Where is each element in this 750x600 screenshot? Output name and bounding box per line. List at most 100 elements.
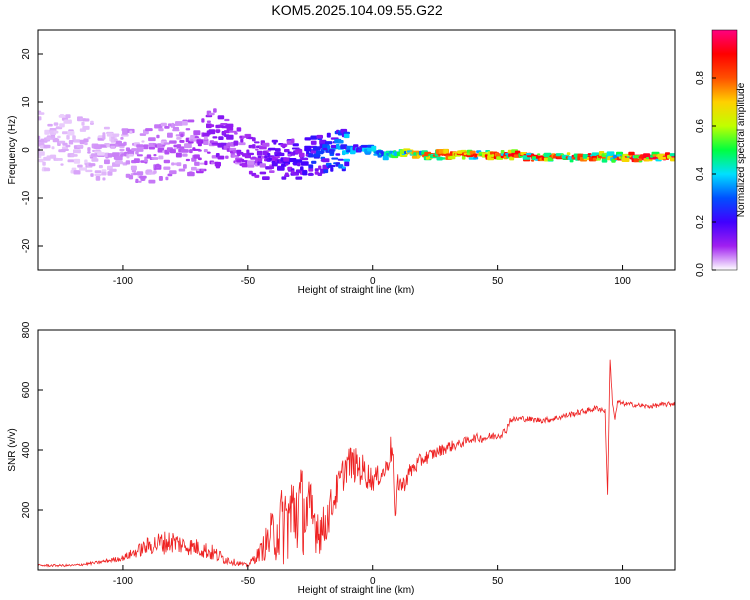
- spectrogram-cell: [300, 166, 304, 171]
- spectrogram-cell: [247, 160, 255, 165]
- spectrogram-cell: [295, 159, 303, 163]
- spectrogram-cell: [217, 155, 225, 160]
- spectrogram-cell: [182, 153, 188, 157]
- spectrogram-cell: [73, 170, 81, 175]
- spectrogram-cell: [185, 158, 190, 162]
- spectrogram-cell: [226, 134, 234, 140]
- spectrogram-cell: [172, 129, 180, 132]
- y-tick-label: 800: [21, 321, 32, 338]
- spectrogram-cell: [322, 158, 330, 163]
- spectrogram-x-label: Height of straight line (km): [298, 285, 415, 296]
- spectrogram-cell: [214, 161, 221, 167]
- spectrogram-cell: [193, 130, 201, 136]
- spectrogram-cell: [148, 179, 156, 184]
- spectrogram-cell: [287, 166, 293, 171]
- spectrogram-cell: [206, 120, 211, 123]
- spectrogram-cell: [70, 154, 78, 157]
- spectrogram-cell: [183, 164, 187, 169]
- spectrogram-cell: [252, 144, 256, 149]
- spectrogram-cell: [255, 148, 259, 151]
- x-tick-label: -50: [241, 576, 256, 587]
- spectrogram-cell: [156, 134, 160, 139]
- spectrogram-cell: [82, 118, 90, 122]
- spectrogram-cell: [102, 177, 106, 181]
- spectrogram-cell: [139, 175, 147, 179]
- spectrogram-cell: [43, 144, 51, 149]
- spectrogram-cell: [90, 173, 94, 177]
- spectrogram-cell: [188, 141, 194, 144]
- spectrogram-cell: [197, 149, 202, 152]
- colorbar-tick-label: 0.2: [695, 215, 706, 229]
- spectrogram-cell: [606, 151, 615, 156]
- spectrogram-cell: [240, 138, 244, 143]
- spectrogram-cell: [201, 118, 205, 123]
- spectrogram-cell: [102, 132, 106, 137]
- spectrogram-cell: [182, 120, 188, 126]
- spectrogram-cell: [87, 151, 91, 154]
- spectrogram-cell: [87, 136, 91, 140]
- spectrogram-cell: [103, 126, 110, 130]
- spectrogram-cell: [94, 144, 102, 150]
- spectrogram-cell: [304, 145, 312, 149]
- spectrogram-cell: [569, 159, 574, 163]
- spectrogram-cell: [97, 152, 105, 156]
- spectrogram-cell: [292, 143, 299, 147]
- spectrogram-cell: [38, 116, 42, 121]
- spectrogram-cell: [283, 157, 291, 162]
- spectrogram-cell: [167, 173, 173, 177]
- y-tick-label: 600: [21, 381, 32, 398]
- spectrogram-cell: [247, 152, 254, 156]
- spectrogram-cell: [94, 170, 102, 174]
- spectrogram-cell: [52, 138, 60, 143]
- spectrogram-cell: [284, 149, 290, 153]
- spectrogram-cell: [136, 154, 143, 157]
- spectrogram-cell: [66, 134, 70, 140]
- spectrogram-cell: [256, 150, 263, 156]
- spectrogram-cell: [236, 127, 242, 132]
- spectrogram-cell: [167, 123, 172, 127]
- spectrogram-cell: [187, 171, 195, 177]
- spectrogram-cell: [169, 140, 177, 144]
- spectrogram-cell: [461, 155, 466, 160]
- spectrogram-cell: [361, 145, 368, 148]
- spectrogram-cell: [180, 133, 184, 138]
- y-tick-label: -20: [21, 238, 32, 253]
- spectrogram-cell: [308, 164, 314, 169]
- snr-panel: -100 -50 0 50 100 200 400 600 800 Height of stra…: [7, 321, 676, 596]
- spectrogram-cell: [500, 150, 505, 155]
- spectrogram-cell: [257, 157, 263, 162]
- spectrogram-cell: [311, 160, 317, 164]
- spectrogram-cell: [341, 166, 346, 169]
- spectrogram-cell: [107, 171, 113, 176]
- spectrogram-cell: [277, 152, 285, 157]
- x-tick-label: -100: [113, 276, 133, 287]
- spectrogram-cell: [135, 178, 139, 182]
- spectrogram-cell: [38, 143, 45, 146]
- spectrogram-cell: [587, 153, 592, 156]
- snr-y-label: SNR (v/v): [7, 428, 18, 471]
- spectrogram-cell: [277, 166, 285, 171]
- spectrogram-cell: [163, 159, 170, 164]
- snr-x-label: Height of straight line (km): [298, 585, 415, 596]
- colorbar-tick-label: 0.6: [695, 119, 706, 133]
- spectrogram-cell: [51, 146, 55, 150]
- spectrogram-cell: [178, 168, 186, 172]
- spectrogram-cell: [238, 142, 246, 146]
- spectrogram-cell: [237, 153, 241, 156]
- spectrogram-cell: [148, 146, 155, 150]
- spectrogram-cell: [58, 114, 66, 118]
- spectrogram-cell: [295, 176, 303, 180]
- spectrogram-cell: [669, 153, 675, 157]
- spectrogram-cell: [338, 140, 344, 144]
- spectrogram-cell: [131, 148, 137, 151]
- spectrogram-cell: [318, 165, 322, 170]
- colorbar-tick-label: 0.0: [695, 263, 706, 277]
- spectrogram-cell: [167, 132, 173, 136]
- spectrogram-cell: [160, 122, 167, 127]
- spectrogram-cell: [218, 136, 224, 140]
- spectrogram-cell: [307, 173, 314, 176]
- spectrogram-cell: [197, 142, 202, 147]
- spectrogram-cell: [213, 108, 217, 113]
- spectrogram-cell: [44, 129, 50, 135]
- spectrogram-cell: [304, 137, 311, 141]
